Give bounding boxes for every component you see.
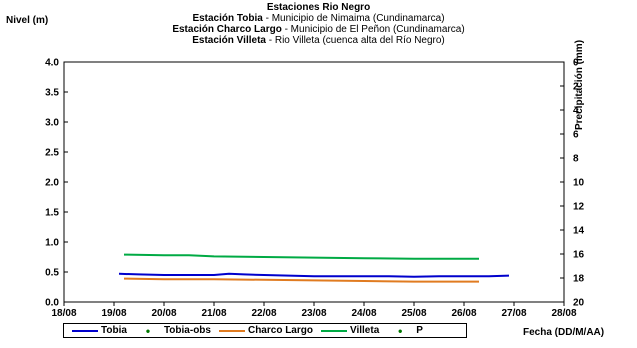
y-tick-label-left: 2.5 bbox=[45, 148, 59, 159]
y-tick-label-left: 2.0 bbox=[45, 178, 59, 189]
y-tick-label-left: 4.0 bbox=[45, 58, 59, 69]
legend-swatch-line bbox=[320, 329, 347, 332]
legend-item-p: • P bbox=[387, 323, 423, 338]
y-tick-label-right: 18 bbox=[573, 274, 585, 285]
station-name: Estación Villeta bbox=[192, 35, 266, 46]
legend-swatch-line bbox=[72, 329, 98, 332]
x-tick-label: 20/08 bbox=[151, 308, 176, 319]
x-tick-label: 27/08 bbox=[501, 308, 526, 319]
legend-swatch-dot: • bbox=[145, 323, 151, 338]
x-tick-label: 28/08 bbox=[551, 308, 576, 319]
legend-item-villeta: Villeta bbox=[320, 325, 380, 336]
station-name: Estación Charco Largo bbox=[172, 24, 282, 35]
legend: Tobia • Tobia-obs Charco Largo Villeta • P bbox=[63, 323, 467, 338]
legend-label: Tobia bbox=[101, 325, 127, 336]
y-tick-label-right: 2 bbox=[573, 82, 579, 93]
legend-swatch-line bbox=[218, 329, 245, 332]
y-tick-label-right: 6 bbox=[573, 130, 579, 141]
station-charco-largo-caption: Estación Charco Largo - Municipio de El … bbox=[0, 24, 637, 35]
y-tick-label-right: 20 bbox=[573, 298, 585, 309]
legend-item-tobia-obs: • Tobia-obs bbox=[135, 323, 211, 338]
x-tick-label: 24/08 bbox=[351, 308, 376, 319]
series-group bbox=[118, 253, 510, 283]
y-tick-label-left: 3.0 bbox=[45, 118, 59, 129]
station-desc: - Municipio de Nimaima (Cundinamarca) bbox=[262, 13, 445, 24]
plot-border bbox=[63, 61, 565, 303]
legend-item-charco-largo: Charco Largo bbox=[218, 325, 313, 336]
y-tick-label-right: 14 bbox=[573, 226, 585, 237]
x-tick-label: 19/08 bbox=[101, 308, 126, 319]
station-desc: - Rio Villeta (cuenca alta del Río Negro… bbox=[265, 35, 445, 46]
y-tick-label-left: 3.5 bbox=[45, 88, 59, 99]
y-ticks-left: 0.0 0.5 1.0 1.5 2.0 2.5 3.0 3.5 4.0 bbox=[45, 58, 68, 309]
legend-label: Charco Largo bbox=[247, 325, 313, 336]
y-tick-label-right: 16 bbox=[573, 250, 585, 261]
station-name: Estación Tobia bbox=[192, 13, 263, 24]
y-tick-label-left: 0.5 bbox=[45, 268, 59, 279]
legend-label: Villeta bbox=[349, 325, 380, 336]
station-desc: - Municipio de El Peñon (Cundinamarca) bbox=[281, 24, 465, 35]
legend-label: Tobia-obs bbox=[163, 325, 211, 336]
x-tick-label: 21/08 bbox=[201, 308, 226, 319]
station-villeta-caption: Estación Villeta - Rio Villeta (cuenca a… bbox=[0, 35, 637, 46]
x-tick-label: 23/08 bbox=[301, 308, 326, 319]
y-ticks-right: 0 2 4 6 8 10 12 14 16 18 20 bbox=[560, 58, 585, 309]
y-tick-label-right: 8 bbox=[573, 154, 579, 165]
chart-title: Estaciones Rio Negro bbox=[266, 2, 371, 13]
x-tick-label: 25/08 bbox=[401, 308, 426, 319]
station-tobia-caption: Estación Tobia - Municipio de Nimaima (C… bbox=[0, 13, 637, 24]
x-tick-label: 18/08 bbox=[51, 308, 76, 319]
y-tick-label-left: 0.0 bbox=[45, 298, 59, 309]
series-line-villeta bbox=[123, 253, 479, 260]
x-tick-label: 22/08 bbox=[251, 308, 276, 319]
y-tick-label-right: 4 bbox=[573, 106, 579, 117]
legend-swatch-dot: • bbox=[398, 323, 403, 338]
y-tick-label-right: 12 bbox=[573, 202, 585, 213]
y-tick-label-right: 10 bbox=[573, 178, 585, 189]
x-tick-label: 26/08 bbox=[451, 308, 476, 319]
x-ticks: 18/08 19/08 20/08 21/08 22/08 23/08 24/08 25/08… bbox=[51, 302, 577, 319]
legend-label: P bbox=[416, 325, 423, 336]
series-line-charco-largo bbox=[123, 277, 479, 283]
y-axis-label-left: Nivel (m) bbox=[6, 15, 49, 26]
x-axis-label: Fecha (DD/M/AA) bbox=[523, 327, 605, 338]
series-line-tobia bbox=[118, 272, 510, 278]
y-tick-label-right: 0 bbox=[573, 58, 579, 69]
y-tick-label-left: 1.0 bbox=[45, 238, 59, 249]
legend-item-tobia: Tobia bbox=[72, 325, 127, 336]
y-tick-label-left: 1.5 bbox=[45, 208, 59, 219]
